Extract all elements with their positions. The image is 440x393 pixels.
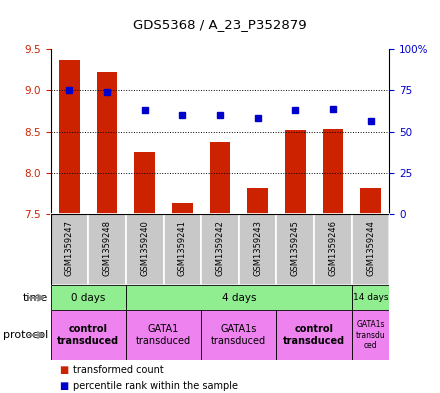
Text: ■: ■ <box>59 381 69 391</box>
Text: GATA1s
transduced: GATA1s transduced <box>211 324 266 346</box>
Text: 4 days: 4 days <box>222 293 256 303</box>
Text: GSM1359246: GSM1359246 <box>328 220 337 276</box>
Bar <box>51 310 126 360</box>
Bar <box>360 188 381 214</box>
Text: GATA1s
transdu
ced: GATA1s transdu ced <box>356 320 385 350</box>
Text: GSM1359242: GSM1359242 <box>216 220 224 276</box>
Text: GSM1359243: GSM1359243 <box>253 220 262 276</box>
Text: GSM1359245: GSM1359245 <box>291 220 300 276</box>
Bar <box>59 60 80 214</box>
Bar <box>51 285 126 310</box>
Text: control
transduced: control transduced <box>57 324 119 346</box>
Bar <box>285 130 306 214</box>
Bar <box>314 214 352 285</box>
Bar <box>323 129 343 214</box>
Text: GSM1359241: GSM1359241 <box>178 220 187 276</box>
Text: transformed count: transformed count <box>73 365 164 375</box>
Bar <box>97 72 117 214</box>
Text: 14 days: 14 days <box>353 293 389 302</box>
Bar <box>164 214 201 285</box>
Bar <box>276 310 352 360</box>
Bar <box>51 214 88 285</box>
Bar <box>239 214 276 285</box>
Bar <box>126 310 201 360</box>
Text: GSM1359247: GSM1359247 <box>65 220 74 276</box>
Text: GSM1359244: GSM1359244 <box>366 220 375 276</box>
Text: GSM1359240: GSM1359240 <box>140 220 149 276</box>
Text: percentile rank within the sample: percentile rank within the sample <box>73 381 238 391</box>
Bar <box>201 214 239 285</box>
Bar <box>276 214 314 285</box>
Text: protocol: protocol <box>3 330 48 340</box>
Text: GDS5368 / A_23_P352879: GDS5368 / A_23_P352879 <box>133 18 307 31</box>
Text: GATA1
transduced: GATA1 transduced <box>136 324 191 346</box>
Text: GSM1359248: GSM1359248 <box>103 220 112 276</box>
Text: time: time <box>23 293 48 303</box>
Bar <box>126 214 164 285</box>
Bar <box>126 285 352 310</box>
Bar <box>352 285 389 310</box>
Bar <box>209 142 231 214</box>
Bar <box>352 310 389 360</box>
Bar <box>352 214 389 285</box>
Text: ■: ■ <box>59 365 69 375</box>
Text: control
transduced: control transduced <box>283 324 345 346</box>
Text: 0 days: 0 days <box>71 293 106 303</box>
Bar <box>172 204 193 214</box>
Bar <box>88 214 126 285</box>
Bar <box>201 310 276 360</box>
Bar <box>134 152 155 214</box>
Bar <box>247 188 268 214</box>
